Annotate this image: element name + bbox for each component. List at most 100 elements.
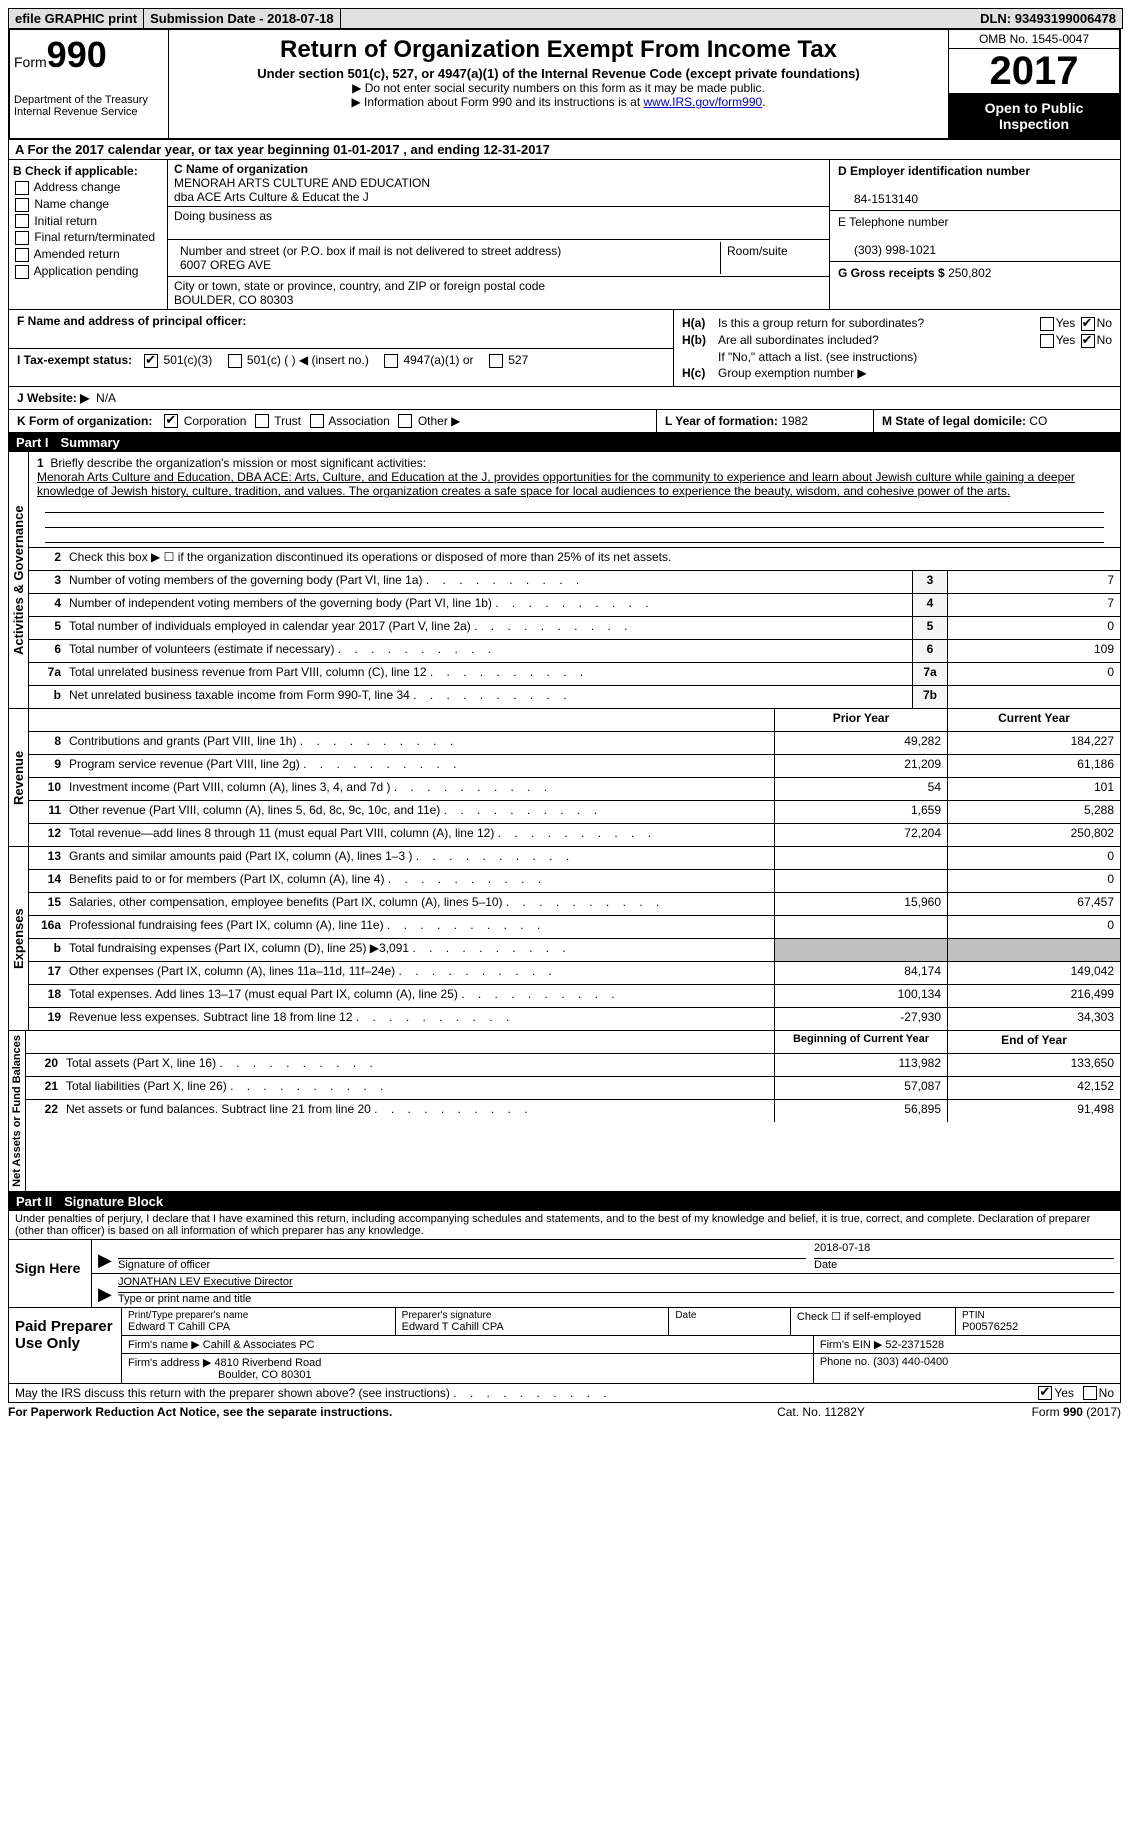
dept-treasury: Department of the Treasury [14,94,164,106]
cb-association[interactable] [310,414,324,428]
table-row: 19Revenue less expenses. Subtract line 1… [29,1008,1120,1030]
perjury-text: Under penalties of perjury, I declare th… [8,1211,1121,1240]
table-row: 10Investment income (Part VIII, column (… [29,778,1120,801]
section-bcd: B Check if applicable: Address change Na… [8,160,1121,310]
type-name-label: Type or print name and title [118,1293,251,1305]
cb-final-return[interactable]: Final return/terminated [13,230,163,245]
part2-header: Part II Signature Block [8,1192,1121,1211]
table-row: 3Number of voting members of the governi… [29,571,1120,594]
header-center: Return of Organization Exempt From Incom… [169,30,948,138]
cb-initial-return[interactable]: Initial return [13,214,163,229]
expenses-section: Expenses 13Grants and similar amounts pa… [8,847,1121,1031]
cat-number: Cat. No. 11282Y [721,1405,921,1419]
form-title: Return of Organization Exempt From Incom… [177,36,940,64]
activities-governance: Activities & Governance 1 Briefly descri… [8,452,1121,709]
form-word: Form [14,54,47,70]
tax-year: 2017 [949,49,1119,94]
side-label-rev: Revenue [9,709,29,846]
cb-ha-yes[interactable] [1040,317,1054,331]
firm-addr1: 4810 Riverbend Road [214,1357,321,1369]
officer-name: JONATHAN LEV Executive Director [118,1276,293,1288]
cb-4947[interactable] [384,354,398,368]
table-row: bNet unrelated business taxable income f… [29,686,1120,708]
table-row: 6Total number of volunteers (estimate if… [29,640,1120,663]
irs-link[interactable]: www.IRS.gov/form990 [643,95,762,109]
table-row: 16aProfessional fundraising fees (Part I… [29,916,1120,939]
side-label-ag: Activities & Governance [9,452,29,708]
table-row: 20Total assets (Part X, line 16)113,9821… [26,1054,1120,1077]
year-formation: L Year of formation: 1982 [657,410,874,433]
dba-box: Doing business as [168,207,829,240]
org-dba: dba ACE Arts Culture & Educat the J [174,190,369,204]
tax-exempt-label: I Tax-exempt status: [17,353,132,367]
cb-501c3[interactable] [144,354,158,368]
cb-hb-no[interactable] [1081,334,1095,348]
sign-here-block: Sign Here ▶ Signature of officer 2018-07… [8,1240,1121,1308]
header-right: OMB No. 1545-0047 2017 Open to PublicIns… [948,30,1119,138]
note-info: ▶ Information about Form 990 and its ins… [177,95,940,109]
sig-arrow-icon-2: ▶ [98,1284,118,1305]
gross-box: G Gross receipts $ 250,802 [830,262,1120,284]
sig-arrow-icon: ▶ [98,1250,118,1271]
hdr-current-year: Current Year [947,709,1120,731]
table-row: 15Salaries, other compensation, employee… [29,893,1120,916]
table-row: 14Benefits paid to or for members (Part … [29,870,1120,893]
table-row: 11Other revenue (Part VIII, column (A), … [29,801,1120,824]
col-b-header: B Check if applicable: [13,164,163,178]
cb-address-change[interactable]: Address change [13,180,163,195]
col-b: B Check if applicable: Address change Na… [9,160,168,309]
cb-hb-yes[interactable] [1040,334,1054,348]
firm-ein: 52-2371528 [885,1339,944,1351]
cb-other[interactable] [398,414,412,428]
table-row: 9Program service revenue (Part VIII, lin… [29,755,1120,778]
header-left: Form990 Department of the Treasury Inter… [10,30,169,138]
phone-box: E Telephone number (303) 998-1021 [830,211,1120,262]
sig-date: 2018-07-18 [814,1242,1114,1259]
hdr-prior-year: Prior Year [774,709,947,731]
efile-label: efile GRAPHIC print [9,9,144,28]
paid-preparer-label: Paid Preparer Use Only [9,1308,122,1383]
mission-text: Menorah Arts Culture and Education, DBA … [37,470,1075,498]
cb-trust[interactable] [255,414,269,428]
revenue-section: Revenue Prior Year Current Year 8Contrib… [8,709,1121,847]
firm-addr2: Boulder, CO 80301 [128,1369,312,1381]
row-j-website: J Website: ▶ N/A [8,387,1121,410]
ein: 84-1513140 [838,192,918,206]
table-row: 21Total liabilities (Part X, line 26)57,… [26,1077,1120,1100]
preparer-name: Edward T Cahill CPA [128,1321,230,1333]
street-box: Number and street (or P.O. box if mail i… [168,240,829,277]
cb-501c[interactable] [228,354,242,368]
table-row: 12Total revenue—add lines 8 through 11 (… [29,824,1120,846]
hdr-begin-year: Beginning of Current Year [774,1031,947,1053]
cb-discuss-no[interactable] [1083,1386,1097,1400]
cb-ha-no[interactable] [1081,317,1095,331]
note-ssn: ▶ Do not enter social security numbers o… [177,81,940,95]
principal-officer: F Name and address of principal officer:… [9,310,673,386]
table-row: 7aTotal unrelated business revenue from … [29,663,1120,686]
table-row: 8Contributions and grants (Part VIII, li… [29,732,1120,755]
cb-name-change[interactable]: Name change [13,197,163,212]
room-suite: Room/suite [721,242,823,274]
table-row: 13Grants and similar amounts paid (Part … [29,847,1120,870]
form-990-label: Form 990 (2017) [921,1405,1121,1419]
org-name-box: C Name of organization MENORAH ARTS CULT… [168,160,829,207]
self-employed-check: Check ☐ if self-employed [791,1308,956,1335]
preparer-phone: (303) 440-0400 [873,1356,948,1368]
cb-discuss-yes[interactable] [1038,1386,1052,1400]
org-name: MENORAH ARTS CULTURE AND EDUCATION [174,176,430,190]
footer-discuss: May the IRS discuss this return with the… [8,1384,1121,1403]
mission-block: 1 Briefly describe the organization's mi… [29,452,1120,547]
cb-corporation[interactable] [164,414,178,428]
cb-527[interactable] [489,354,503,368]
table-row: 17Other expenses (Part IX, column (A), l… [29,962,1120,985]
sig-officer-label: Signature of officer [118,1259,210,1271]
open-inspection: Open to PublicInspection [949,94,1119,138]
ptin: P00576252 [962,1321,1018,1333]
cb-amended[interactable]: Amended return [13,247,163,262]
paperwork-notice: For Paperwork Reduction Act Notice, see … [8,1405,721,1419]
side-label-exp: Expenses [9,847,29,1030]
bottom-footer: For Paperwork Reduction Act Notice, see … [8,1403,1121,1421]
cb-application[interactable]: Application pending [13,264,163,279]
table-row: bTotal fundraising expenses (Part IX, co… [29,939,1120,962]
phone: (303) 998-1021 [838,243,936,257]
